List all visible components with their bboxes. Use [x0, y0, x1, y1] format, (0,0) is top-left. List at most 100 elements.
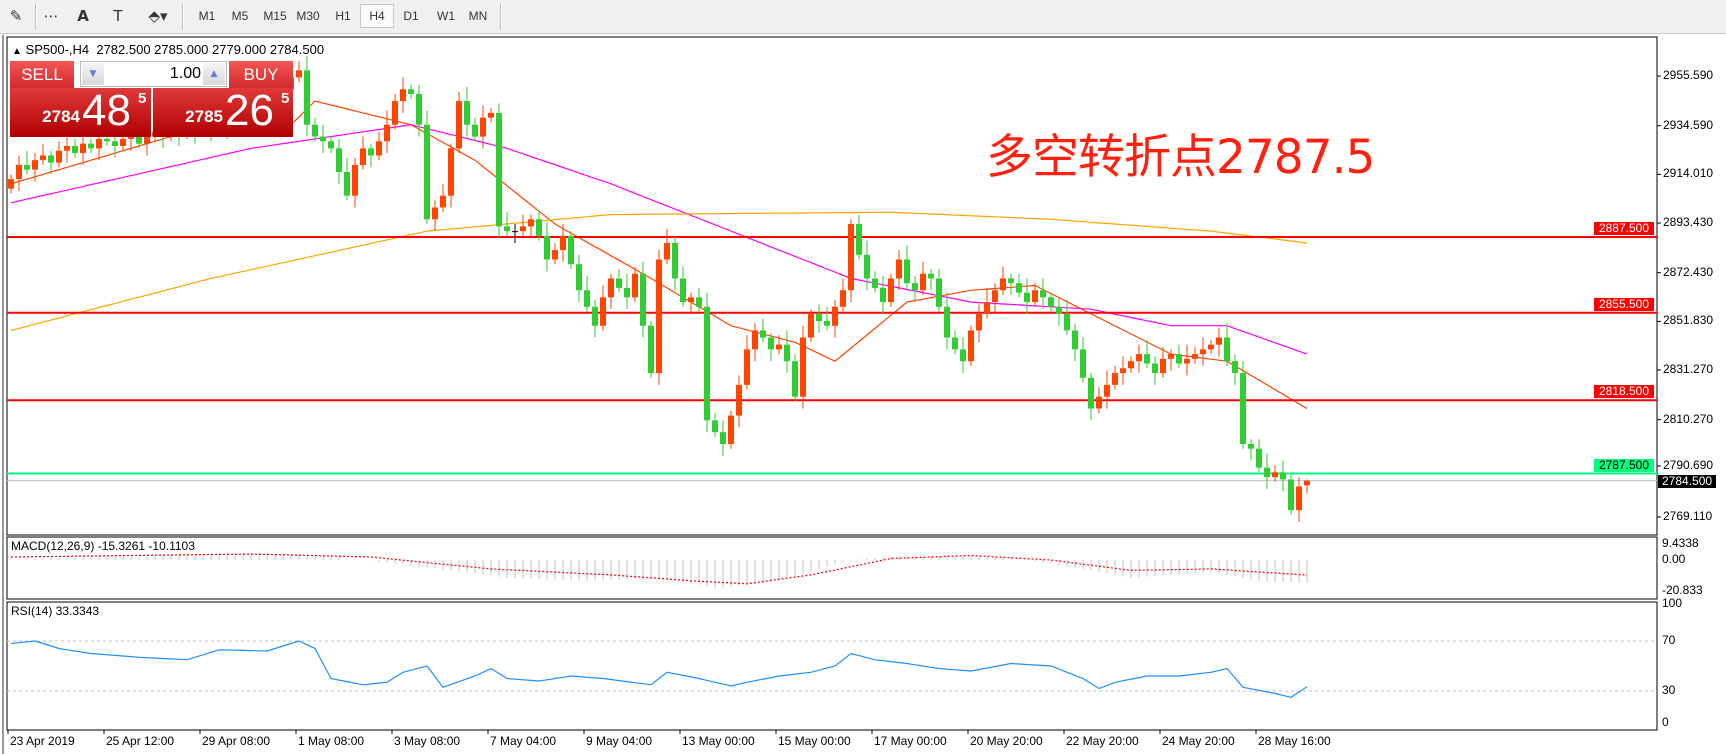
timeframe-m5[interactable]: M5	[231, 9, 249, 23]
candle-body	[680, 278, 686, 303]
candle	[1048, 292, 1054, 312]
candle	[72, 138, 78, 158]
candle-body	[864, 254, 870, 279]
candle	[560, 224, 566, 262]
candle-body	[1048, 297, 1054, 307]
candle	[696, 287, 702, 312]
candle	[864, 240, 870, 291]
candle	[880, 276, 886, 314]
candle	[688, 292, 694, 314]
chart-expert-icon[interactable]: ✎	[9, 7, 23, 25]
candle	[832, 299, 838, 338]
candle-body	[1216, 337, 1222, 345]
candle-body	[664, 242, 670, 260]
candle-body	[1120, 368, 1126, 374]
candle	[1288, 474, 1294, 515]
candle-body	[656, 259, 662, 374]
candle-body	[1296, 486, 1302, 511]
candle	[920, 261, 926, 295]
lot-increase-button[interactable]: ▲	[203, 63, 225, 85]
candle	[480, 105, 486, 149]
timeframe-d1[interactable]: D1	[403, 9, 419, 23]
timeframe-m30[interactable]: M30	[296, 9, 320, 23]
candle-body	[616, 278, 622, 288]
candle	[1024, 278, 1030, 314]
candle-body	[568, 235, 574, 265]
macd-panel	[6, 536, 1658, 600]
candle-body	[1184, 358, 1190, 364]
candle	[576, 254, 582, 303]
price-axis-label: 2893.430	[1663, 215, 1714, 230]
candle	[936, 268, 942, 312]
candle-body	[1160, 358, 1166, 374]
candle	[304, 56, 310, 137]
buy-price-button[interactable]: 2785 26 5	[153, 86, 293, 137]
candle-body	[1072, 330, 1078, 350]
candle-body	[976, 313, 982, 331]
sell-price-button[interactable]: 2784 48 5	[10, 86, 151, 137]
candle	[592, 299, 598, 338]
candle	[872, 271, 878, 293]
arrows-icon[interactable]: ⬘▾	[148, 7, 168, 25]
candle-body	[424, 124, 430, 220]
candle-body	[792, 361, 798, 397]
lot-decrease-button[interactable]: ▼	[82, 63, 104, 85]
candle-body	[800, 337, 806, 397]
candle-body	[136, 134, 142, 144]
candle-body	[1208, 344, 1214, 350]
candle-body	[1056, 306, 1062, 314]
sell-button[interactable]: SELL	[10, 61, 74, 89]
candle-body	[1016, 283, 1022, 293]
candle-body	[600, 297, 606, 326]
candle	[944, 292, 950, 350]
candle	[928, 268, 934, 291]
candle	[1208, 339, 1214, 355]
candle	[656, 250, 662, 385]
candle-body	[592, 306, 598, 326]
moving-average-line-3	[10, 211, 1308, 332]
candle	[760, 318, 766, 343]
candle-body	[1168, 354, 1174, 359]
text-label-icon[interactable]: T	[113, 7, 123, 25]
candle	[32, 153, 38, 182]
timeframe-w1[interactable]: W1	[437, 9, 455, 23]
candle	[888, 273, 894, 307]
candle	[448, 143, 454, 208]
timeframe-h4[interactable]: H4	[360, 4, 394, 28]
candle-body	[1240, 373, 1246, 444]
bid-price-label: 2784.500	[1658, 474, 1717, 488]
date-axis-label: 23 Apr 2019	[10, 734, 75, 748]
toolbar: ✎ ⋯ A T ⬘▾ M1 M5 M15 M30 H1 H4 D1 W1 MN	[0, 0, 1726, 34]
timeframe-h1[interactable]: H1	[335, 9, 351, 23]
buy-button[interactable]: BUY	[229, 61, 293, 89]
candle-body	[904, 259, 910, 284]
candle-body	[872, 278, 878, 288]
candle	[752, 323, 758, 362]
candle-body	[1176, 354, 1182, 364]
collapse-triangle-icon[interactable]: ▲	[12, 46, 22, 57]
timeframe-mn[interactable]: MN	[468, 9, 488, 23]
candle-body	[56, 150, 62, 163]
candle-body	[304, 70, 310, 125]
candle	[336, 138, 342, 184]
lot-input[interactable]	[107, 62, 201, 86]
date-axis-label: 17 May 00:00	[874, 734, 947, 748]
candle-body	[752, 330, 758, 350]
text-icon[interactable]: A	[77, 7, 89, 25]
price-axis-label: 2851.830	[1663, 313, 1714, 328]
chart-header-text: SP500-,H4 2782.500 2785.000 2779.000 278…	[25, 42, 325, 57]
candle	[632, 266, 638, 303]
timeframe-m15[interactable]: M15	[263, 9, 287, 23]
candle-body	[1064, 313, 1070, 331]
candle-body	[344, 172, 350, 196]
candle-body	[1200, 349, 1206, 355]
candle-body	[8, 179, 14, 189]
chart-annotation-text: 多空转折点2787.5	[986, 130, 1375, 185]
candle	[960, 337, 966, 374]
candle	[1304, 479, 1310, 494]
candle	[1240, 361, 1246, 449]
grid-icon[interactable]: ⋯	[43, 7, 59, 25]
candle	[728, 410, 734, 449]
timeframe-m1[interactable]: M1	[198, 9, 216, 23]
candle-body	[16, 164, 22, 180]
